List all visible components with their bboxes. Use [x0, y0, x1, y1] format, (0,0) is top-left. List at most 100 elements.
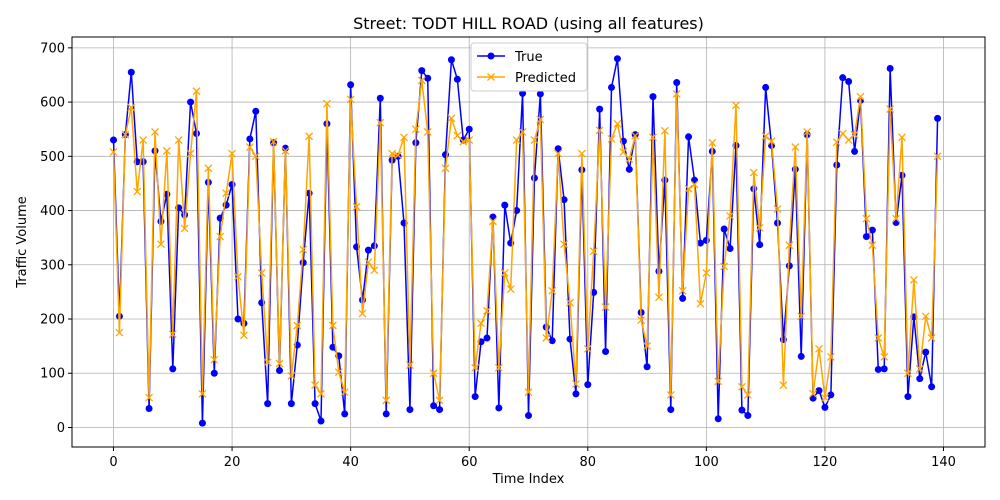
data-point-true — [655, 268, 662, 275]
legend-label-predicted: Predicted — [515, 71, 576, 86]
data-point-true — [276, 367, 283, 374]
data-point-true — [863, 233, 870, 240]
data-point-true — [667, 406, 674, 413]
data-point-true — [383, 410, 390, 417]
data-point-true — [531, 175, 538, 182]
data-point-true — [128, 69, 135, 76]
data-point-true — [525, 412, 532, 419]
data-point-true — [341, 410, 348, 417]
data-point-true — [365, 247, 372, 254]
data-point-true — [418, 67, 425, 74]
data-point-true — [798, 353, 805, 360]
x-tick-label: 20 — [224, 455, 241, 470]
data-point-true — [738, 407, 745, 414]
legend: True Predicted — [471, 43, 587, 91]
data-point-true — [650, 93, 657, 100]
data-point-true — [845, 78, 852, 85]
data-point-true — [199, 420, 206, 427]
data-point-true — [472, 393, 479, 400]
data-point-true — [110, 137, 117, 144]
data-point-true — [703, 237, 710, 244]
data-point-true — [916, 375, 923, 382]
data-point-true — [484, 334, 491, 341]
data-point-true — [762, 84, 769, 91]
x-tick-label: 120 — [813, 455, 838, 470]
x-tick-label: 80 — [580, 455, 597, 470]
data-point-true — [584, 381, 591, 388]
data-point-true — [786, 262, 793, 269]
x-tick-label: 0 — [109, 455, 117, 470]
data-point-true — [685, 133, 692, 140]
data-point-true — [448, 56, 455, 63]
data-point-true — [300, 259, 307, 266]
data-point-true — [424, 75, 431, 82]
data-point-true — [347, 81, 354, 88]
data-point-true — [679, 295, 686, 302]
y-tick-label: 600 — [40, 96, 65, 111]
data-point-true — [839, 74, 846, 81]
data-point-true — [756, 241, 763, 248]
data-point-true — [501, 202, 508, 209]
data-point-true — [454, 76, 461, 83]
data-point-true — [602, 348, 609, 355]
data-point-true — [626, 166, 633, 173]
data-point-true — [887, 65, 894, 72]
data-point-true — [157, 218, 164, 225]
data-point-true — [644, 363, 651, 370]
data-point-true — [187, 99, 194, 106]
data-point-true — [377, 95, 384, 102]
data-point-true — [721, 225, 728, 232]
data-point-true — [596, 106, 603, 113]
data-point-true — [922, 349, 929, 356]
data-point-true — [727, 245, 734, 252]
data-point-true — [436, 406, 443, 413]
data-point-true — [934, 115, 941, 122]
data-point-true — [821, 404, 828, 411]
data-point-true — [893, 219, 900, 226]
y-tick-label: 100 — [40, 367, 65, 382]
data-point-true — [572, 390, 579, 397]
data-point-true — [614, 55, 621, 62]
y-axis-title: Traffic Volume — [15, 196, 30, 289]
data-point-true — [193, 130, 200, 137]
data-point-true — [169, 365, 176, 372]
x-tick-label: 60 — [461, 455, 478, 470]
data-point-true — [673, 79, 680, 86]
data-point-true — [851, 148, 858, 155]
y-tick-label: 0 — [57, 421, 65, 436]
y-tick-label: 200 — [40, 313, 65, 328]
x-tick-label: 100 — [694, 455, 719, 470]
data-point-true — [715, 415, 722, 422]
data-point-true — [875, 366, 882, 373]
y-tick-label: 400 — [40, 204, 65, 219]
data-point-true — [229, 181, 236, 188]
x-tick-label: 40 — [342, 455, 359, 470]
data-point-true — [252, 108, 259, 115]
y-tick-label: 300 — [40, 258, 65, 273]
data-point-true — [146, 405, 153, 412]
data-point-true — [608, 84, 615, 91]
data-point-true — [406, 406, 413, 413]
data-point-true — [744, 412, 751, 419]
x-tick-label: 140 — [931, 455, 956, 470]
y-tick-label: 500 — [40, 150, 65, 165]
data-point-true — [928, 383, 935, 390]
chart-title: Street: TODT HILL ROAD (using all featur… — [353, 14, 704, 33]
data-point-true — [235, 316, 242, 323]
x-axis-title: Time Index — [492, 472, 565, 487]
data-point-true — [211, 370, 218, 377]
legend-marker-true — [488, 53, 495, 60]
data-point-true — [246, 135, 253, 142]
data-point-true — [288, 400, 295, 407]
data-point-true — [466, 126, 473, 133]
data-point-true — [371, 242, 378, 249]
data-point-true — [264, 400, 271, 407]
data-point-true — [318, 417, 325, 424]
data-point-true — [904, 393, 911, 400]
data-point-true — [312, 400, 319, 407]
data-point-true — [881, 365, 888, 372]
y-tick-label: 700 — [40, 41, 65, 56]
legend-label-true: True — [514, 50, 543, 65]
data-point-true — [495, 404, 502, 411]
